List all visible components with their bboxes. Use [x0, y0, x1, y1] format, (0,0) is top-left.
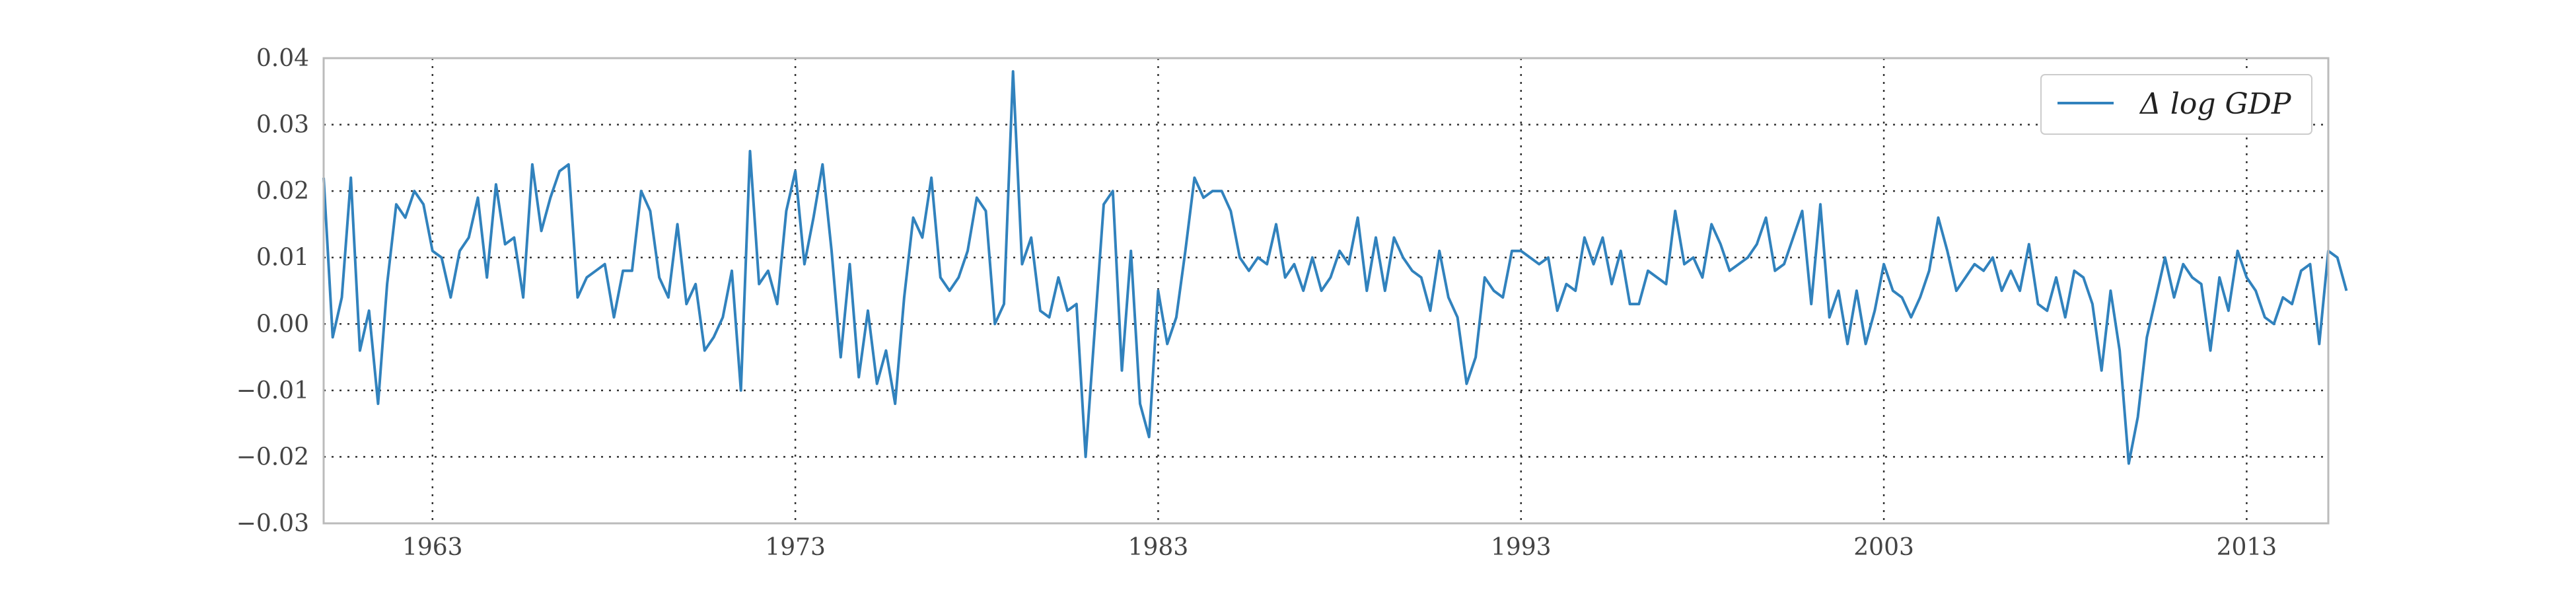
series-line: [322, 70, 2348, 465]
y-tick-label: 0.04: [256, 45, 309, 72]
y-axis: −0.03 −0.02 −0.01 0.00 0.01 0.02 0.03 0.04: [236, 45, 309, 537]
legend-box: [2040, 74, 2312, 135]
x-tick-label: 1983: [1128, 534, 1189, 561]
y-tick-label: −0.03: [236, 510, 309, 537]
x-axis: 1963 1973 1983 1993 2003 2013: [402, 534, 2277, 561]
y-tick-label: 0.01: [256, 244, 309, 272]
x-tick-label: 2003: [1853, 534, 1914, 561]
y-tick-label: −0.02: [236, 443, 309, 470]
y-tick-label: 0.00: [256, 311, 309, 338]
x-tick-label: 1993: [1491, 534, 1552, 561]
legend: Δ log GDP: [2040, 74, 2312, 135]
y-tick-label: 0.03: [256, 112, 309, 139]
plot-frame: [322, 57, 2330, 525]
x-tick-label: 1963: [402, 534, 463, 561]
grid: [324, 58, 2328, 523]
y-tick-label: −0.01: [236, 377, 309, 404]
data-area: [322, 70, 2348, 465]
y-tick-label: 0.02: [256, 178, 309, 205]
x-tick-label: 2013: [2217, 534, 2277, 561]
legend-label: Δ log GDP: [2139, 87, 2292, 121]
x-tick-label: 1973: [765, 534, 826, 561]
